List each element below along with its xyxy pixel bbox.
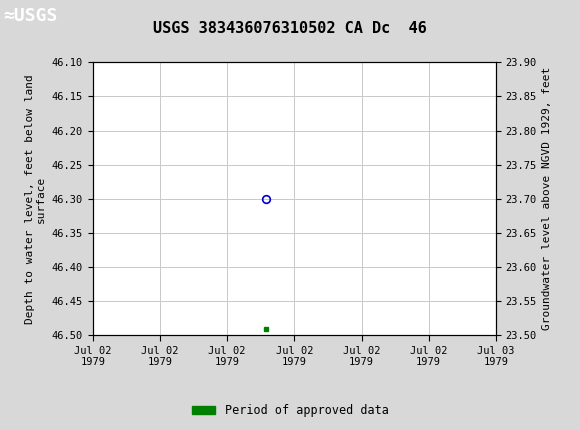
- Text: ≈USGS: ≈USGS: [3, 7, 57, 25]
- Y-axis label: Groundwater level above NGVD 1929, feet: Groundwater level above NGVD 1929, feet: [542, 67, 552, 331]
- Legend: Period of approved data: Period of approved data: [187, 399, 393, 422]
- Text: USGS 383436076310502 CA Dc  46: USGS 383436076310502 CA Dc 46: [153, 22, 427, 36]
- Y-axis label: Depth to water level, feet below land
surface: Depth to water level, feet below land su…: [25, 74, 46, 324]
